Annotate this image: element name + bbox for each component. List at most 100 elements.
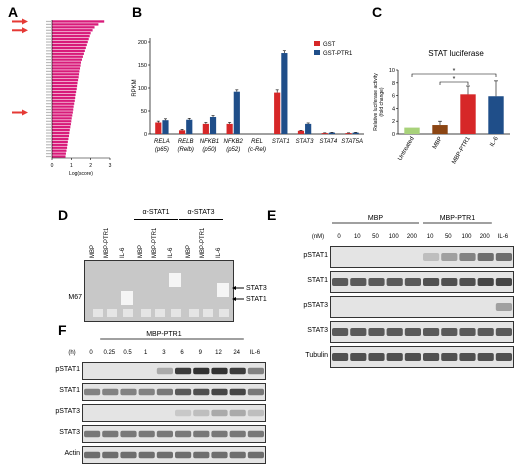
panel-a-bar: [52, 76, 79, 79]
panel-e-band: [386, 278, 403, 286]
panel-f-row-label: STAT1: [59, 387, 80, 394]
panel-f-band: [175, 451, 192, 459]
panel-a-bar: [52, 137, 69, 141]
panel-b-bar: [233, 91, 240, 134]
panel-b-y-tick-label: 200: [138, 40, 147, 46]
panel-d-ab1-line: [134, 219, 178, 220]
panel-d-free-probe: [93, 309, 103, 317]
panel-e-lane-label: 100: [389, 234, 400, 240]
panel-c-bar: [404, 127, 420, 134]
panel-b-bar: [328, 132, 336, 134]
panel-a-x-label: Log(score): [69, 171, 93, 177]
panel-d-lane-label: MBP-PTR1: [152, 227, 158, 258]
panel-e-band: [404, 328, 421, 336]
panel-e-group-mbp: MBP: [368, 215, 384, 222]
panel-b-category-sublabel: (p52): [226, 147, 240, 153]
panel-e-band: [477, 253, 494, 261]
panel-f-band: [156, 388, 173, 396]
panel-e-band: [404, 353, 421, 361]
panel-f-letter: F: [58, 322, 67, 338]
panel-b-bar: [162, 120, 169, 134]
panel-c-bar: [432, 125, 448, 134]
panel-f-row-label: STAT3: [59, 429, 80, 436]
panel-e-band: [477, 353, 494, 361]
panel-b-category-label: RELB: [178, 139, 194, 145]
panel-f-group: MBP-PTR1: [146, 331, 182, 338]
panel-b-chart: 0 50 100 150 200 RPKM RELA (p65) RELB (Relb) NFKB1…: [132, 38, 364, 153]
panel-f-band: [193, 367, 210, 375]
panel-d-free-probe: [203, 309, 213, 317]
panel-e-band: [495, 328, 512, 336]
panel-d-free-probe: [155, 309, 165, 317]
panel-b-y-tick-label: 150: [138, 63, 147, 69]
panel-e-band: [495, 303, 512, 311]
panel-e-blot-bands: [332, 353, 512, 361]
panel-a-bar: [52, 70, 80, 73]
panel-f-band: [229, 367, 246, 375]
panel-c-sig-star: *: [453, 68, 456, 75]
panel-e-lane-label: 10: [427, 234, 434, 240]
panel-a-bar: [52, 131, 70, 135]
panel-e-band: [332, 278, 349, 286]
panel-a-x-tick-label: 1: [70, 163, 73, 169]
panel-a-bar: [52, 111, 73, 114]
panel-b-category-label: STAT5A: [341, 139, 363, 145]
panel-a-bar: [52, 128, 70, 132]
panel-e-band: [350, 278, 367, 286]
panel-f-blot-bands: [175, 409, 264, 417]
panel-e-lane-label: 50: [372, 234, 379, 240]
panel-f-band: [102, 451, 119, 459]
panel-c-category-label: IL-6: [489, 135, 500, 148]
panel-f-band: [138, 451, 155, 459]
panel-a-arrow-head: [22, 18, 28, 25]
panel-a-bar: [52, 79, 79, 82]
panel-a-bar: [52, 40, 88, 44]
panel-a-x-tick-label: 2: [89, 163, 92, 169]
panel-e-band: [350, 353, 367, 361]
panel-d-lane-label: MBP: [186, 245, 192, 258]
panel-a-bar: [52, 126, 71, 129]
panel-b-category-sublabel: (Relb): [177, 147, 193, 153]
panel-c-y-tick-label: 10: [389, 68, 395, 74]
panel-f-blot-strip: [82, 446, 266, 464]
panel-a-bar: [52, 34, 90, 38]
panel-b-category-sublabel: (p50): [202, 147, 216, 153]
panel-f-band: [211, 451, 228, 459]
panel-c-y-tick-label: 8: [392, 81, 395, 87]
panel-e-row-label: pSTAT3: [303, 302, 328, 309]
panel-e-band: [477, 278, 494, 286]
panel-a-bar: [52, 146, 68, 149]
panel-d-lane-label: MBP: [138, 245, 144, 258]
panel-b-letter: B: [132, 4, 143, 20]
panel-f-band: [175, 430, 192, 438]
panel-a-bar: [52, 26, 95, 29]
panel-b-legend-swatch: [314, 41, 320, 46]
panel-c-y-label: Relative luciferase activity: [373, 73, 379, 131]
panel-f-band: [229, 451, 246, 459]
panel-f-lane-label: 0: [89, 350, 93, 356]
panel-e-band: [423, 253, 440, 261]
panel-e-lane-label: 50: [445, 234, 452, 240]
panel-f-band: [247, 367, 264, 375]
panel-e-band: [423, 278, 440, 286]
panel-c-letter: C: [372, 4, 383, 20]
panel-e-band: [350, 328, 367, 336]
panel-f-row-label: Actin: [64, 450, 80, 457]
panel-a-bar: [52, 37, 89, 41]
panel-d-shift-band: [217, 283, 229, 297]
panel-c-y-tick-label: 4: [392, 106, 395, 112]
panel-f-blot-strip: [82, 404, 266, 422]
panel-a-arrow-head: [22, 27, 28, 34]
panel-a-chart: 0 1 2 3 Log(score): [12, 18, 112, 177]
panel-f-blot-strip: [82, 425, 266, 443]
panel-f-band: [193, 430, 210, 438]
panel-e-blot-bands: [332, 328, 512, 336]
panel-c-category-label: MBP: [432, 136, 444, 150]
panel-a-bar: [52, 84, 78, 88]
panel-d-lane-label: IL-6: [168, 247, 174, 258]
panel-f-band: [120, 430, 137, 438]
panel-a-bar: [52, 117, 72, 120]
panel-e-blot-bands: [332, 278, 512, 286]
panel-e-band: [441, 353, 458, 361]
panel-e-band: [459, 253, 476, 261]
